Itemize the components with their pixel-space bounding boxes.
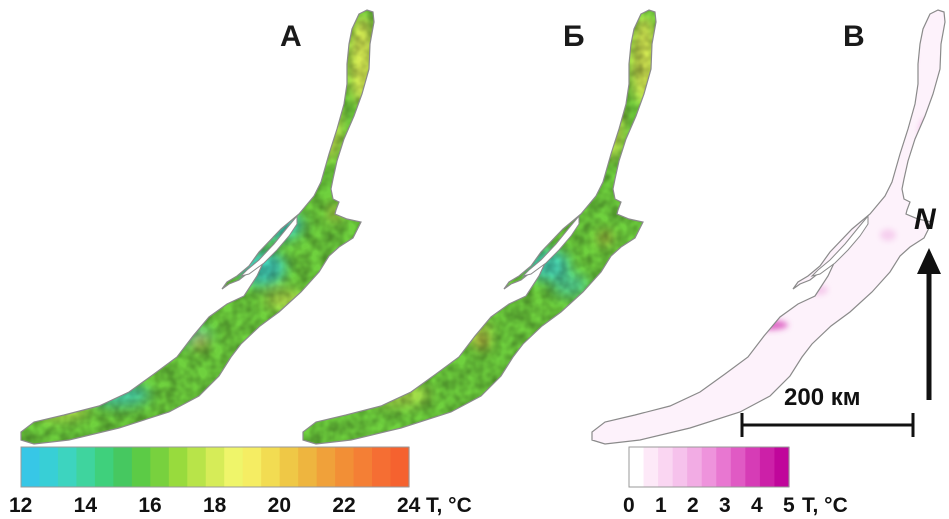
colorbar-swatch — [205, 447, 225, 487]
difference-patch — [592, 404, 610, 412]
difference-unit-label: T, °C — [802, 494, 848, 517]
colorbar-swatch — [131, 447, 151, 487]
temperature-tick-label: 12 — [9, 494, 33, 517]
difference-patch — [808, 285, 828, 295]
difference-patch — [880, 229, 896, 241]
colorbar-swatch — [261, 447, 281, 487]
colorbar-swatch — [76, 447, 96, 487]
colorbar-swatch — [39, 447, 59, 487]
colorbar-swatch — [335, 447, 355, 487]
scale-bar-label: 200 км — [784, 384, 861, 411]
colorbar-swatch — [279, 447, 299, 487]
colorbar-swatch — [745, 447, 761, 487]
colorbar-swatch — [113, 447, 133, 487]
colorbar-swatch — [759, 447, 776, 487]
temperature-tick-label: 14 — [73, 494, 98, 517]
difference-patch — [652, 393, 664, 403]
colorbar-swatch — [730, 447, 746, 487]
difference-tick-label: 5 — [783, 494, 795, 517]
colorbar-swatch — [168, 447, 188, 487]
temperature-colorbar — [21, 447, 410, 487]
colorbar-swatch — [716, 447, 732, 487]
difference-tick-label: 4 — [751, 494, 763, 517]
colorbar-swatch — [643, 447, 659, 487]
scale-bar — [740, 413, 915, 437]
colorbar-swatch — [150, 447, 170, 487]
difference-colorbar-frame — [628, 446, 790, 488]
colorbar-swatch — [390, 447, 410, 487]
temperature-tick-label: 22 — [332, 494, 356, 517]
difference-tick-label: 3 — [719, 494, 731, 517]
temperature-tick-label: 16 — [138, 494, 162, 517]
temperature-unit-label: T, °C — [426, 494, 472, 517]
colorbar-swatch — [316, 447, 336, 487]
temperature-colorbar-frame — [20, 446, 410, 488]
colorbar-swatch — [298, 447, 318, 487]
colorbar-swatch — [687, 447, 703, 487]
difference-tick-label: 2 — [687, 494, 699, 517]
colorbar-swatch — [242, 447, 262, 487]
difference-colorbar — [629, 447, 790, 487]
difference-patch — [919, 118, 935, 142]
panel-label-b: Б — [563, 20, 585, 53]
difference-tick-label: 1 — [655, 494, 667, 517]
colorbar-swatch — [672, 447, 688, 487]
difference-tick-label: 0 — [623, 494, 635, 517]
colorbar-swatch — [94, 447, 114, 487]
temperature-tick-label: 18 — [203, 494, 227, 517]
colorbar-swatch — [372, 447, 392, 487]
difference-patch — [661, 378, 689, 392]
colorbar-swatch — [658, 447, 674, 487]
map-panel-a — [20, 9, 375, 445]
colorbar-swatch — [57, 447, 78, 487]
colorbar-swatch — [21, 447, 41, 487]
colorbar-swatch — [224, 447, 244, 487]
temperature-tick-label: 24 — [397, 494, 421, 517]
colorbar-swatch — [353, 447, 373, 487]
panel-label-c: В — [843, 20, 865, 53]
colorbar-swatch — [629, 447, 645, 487]
colorbar-swatch — [701, 447, 717, 487]
panel-label-a: А — [280, 20, 302, 53]
colorbar-swatch — [187, 447, 207, 487]
temperature-tick-label: 20 — [267, 494, 292, 517]
difference-patch — [904, 48, 916, 72]
colorbar-swatch — [774, 447, 790, 487]
north-label: N — [914, 203, 936, 236]
north-arrow-icon — [917, 248, 941, 400]
difference-patch — [716, 338, 744, 352]
